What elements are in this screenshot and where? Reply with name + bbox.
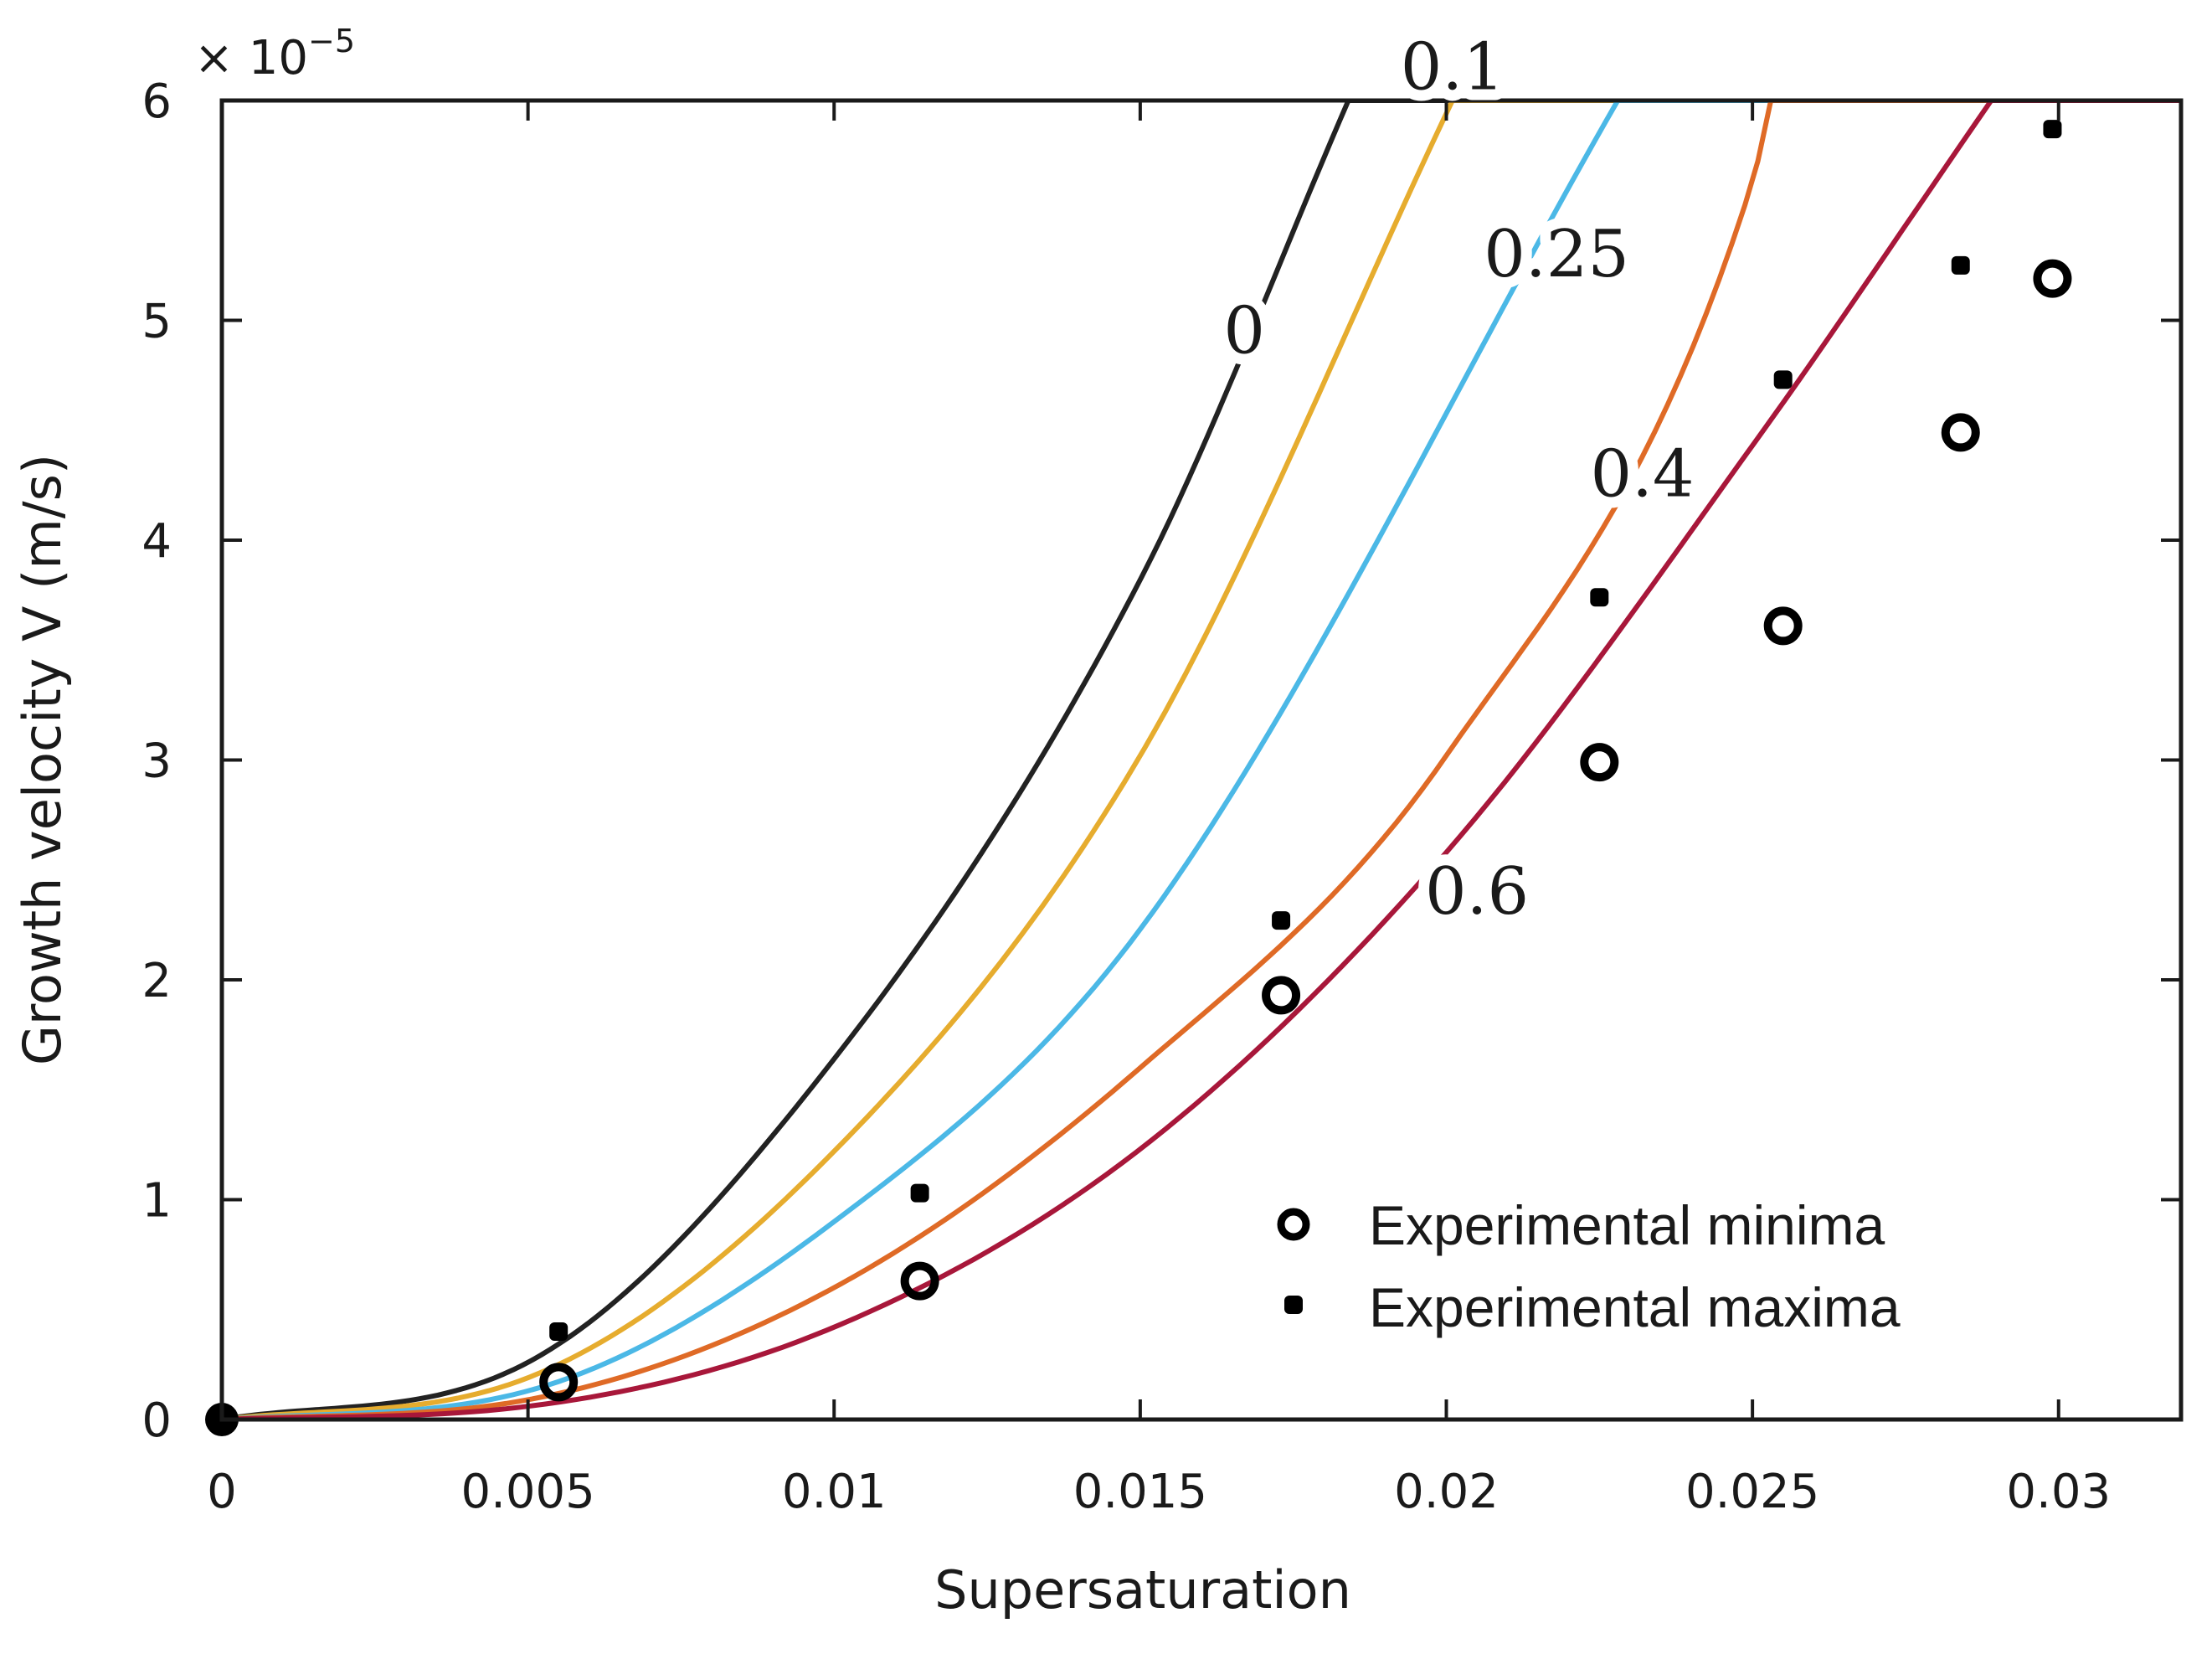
legend: Experimental minima Experimental maxima	[1239, 1172, 2093, 1365]
point-minima-3	[1262, 976, 1301, 1015]
legend-background	[1239, 1172, 2093, 1365]
y-multiplier-base: × 10	[194, 31, 308, 85]
x-tick-label-0: 0	[207, 1465, 237, 1519]
y-multiplier: × 10−5	[194, 23, 355, 85]
y-tick-label-5: 5	[141, 295, 172, 349]
point-minima-6	[1941, 413, 1980, 452]
y-tick-label-1: 1	[141, 1174, 172, 1229]
legend-label-maxima: Experimental maxima	[1369, 1276, 1901, 1338]
curves-layer	[222, 100, 2181, 1420]
curve-label-1: 0.1	[1401, 30, 1505, 106]
y-tick-label-3: 3	[141, 734, 172, 789]
ticks-layer: 0 0.005 0.01 0.015 0.02 0.025 0.03 0 1 2 3 4 5 6	[141, 75, 2181, 1519]
curve-label-0: 0	[1223, 294, 1265, 369]
x-tick-label-3: 0.015	[1073, 1465, 1207, 1519]
x-tick-label-2: 0.01	[782, 1465, 887, 1519]
point-maxima-3	[1590, 588, 1609, 607]
point-maxima-4	[1773, 370, 1793, 389]
x-tick-label-4: 0.02	[1394, 1465, 1499, 1519]
curve-label-4: 0.6	[1425, 854, 1529, 930]
point-minima-4	[1580, 743, 1619, 782]
x-tick-label-1: 0.005	[460, 1465, 594, 1519]
curve-labels-layer: 0 0.1 0.25 0.4 0.6	[1212, 19, 1705, 940]
y-axis-title: Growth velocity V (m/s)	[12, 454, 73, 1065]
point-minima-2	[900, 1261, 939, 1301]
curve-0	[222, 100, 1351, 1420]
legend-marker-ring	[1277, 1208, 1310, 1241]
curve-4	[222, 100, 1993, 1420]
x-tick-label-5: 0.025	[1685, 1465, 1819, 1519]
point-maxima-6	[2043, 120, 2062, 139]
point-minima-5	[1763, 606, 1803, 646]
legend-marker-star	[1284, 1296, 1303, 1314]
point-maxima-5	[1951, 255, 1970, 275]
y-tick-label-6: 6	[141, 75, 172, 129]
x-axis-title: Supersaturation	[934, 1559, 1351, 1621]
point-minima-7	[2033, 259, 2072, 298]
legend-label-minima: Experimental minima	[1369, 1194, 1885, 1256]
point-minima-1	[539, 1363, 579, 1402]
curve-3	[222, 100, 1774, 1420]
x-tick-label-6: 0.03	[2006, 1465, 2111, 1519]
y-tick-label-0: 0	[141, 1394, 172, 1448]
point-maxima-1	[910, 1183, 929, 1203]
point-maxima-2	[1272, 911, 1291, 930]
curve-1	[222, 100, 1455, 1420]
y-multiplier-exponent: −5	[308, 23, 355, 59]
y-tick-label-2: 2	[141, 954, 172, 1008]
y-tick-label-4: 4	[141, 514, 172, 569]
curve-2	[222, 100, 1620, 1420]
curve-label-3: 0.4	[1590, 436, 1694, 512]
curve-label-2: 0.25	[1484, 217, 1629, 292]
point-maxima-0	[549, 1322, 568, 1341]
